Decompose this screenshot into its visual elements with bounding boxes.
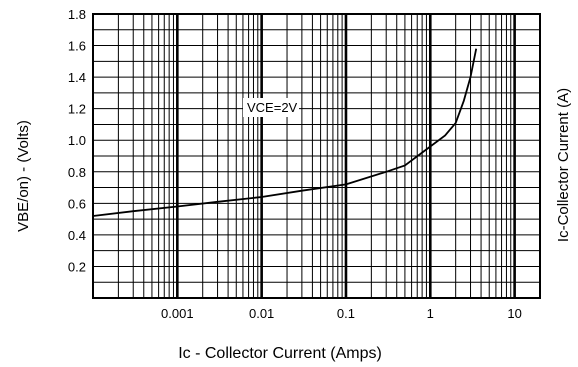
annotation-box: VCE=2V xyxy=(243,98,299,117)
y-tick-label: 1.8 xyxy=(68,7,86,22)
y-axis-label: VBE/on) - (Volts) xyxy=(15,120,32,232)
y-tick-label: 0.6 xyxy=(68,196,86,211)
y-tick-label: 0.8 xyxy=(68,165,86,180)
vbe-curve xyxy=(92,48,478,217)
x-tick-label: 0.01 xyxy=(249,306,274,321)
x-tick-label: 0.001 xyxy=(161,306,194,321)
annotation-vce: VCE=2V xyxy=(247,100,298,115)
x-axis-label: Ic - Collector Current (Amps) xyxy=(178,345,382,362)
y-tick-label: 1.6 xyxy=(68,39,86,54)
y-tick-label: 0.4 xyxy=(68,228,86,243)
plot-frame xyxy=(92,13,541,299)
grid-layer xyxy=(93,14,540,298)
y-tick-label: 1.2 xyxy=(68,102,86,117)
x-tick-label: 0.1 xyxy=(337,306,355,321)
x-tick-label: 1 xyxy=(427,306,434,321)
annotation-background xyxy=(243,98,299,117)
x-tick-labels: 0.001 0.01 0.1 1 10 xyxy=(161,306,522,321)
y-tick-label: 0.2 xyxy=(68,259,86,274)
y-tick-labels: 0.2 0.4 0.6 0.8 1.0 1.2 1.4 1.6 1.8 xyxy=(68,7,86,274)
y-tick-label: 1.4 xyxy=(68,70,86,85)
x-tick-label: 10 xyxy=(507,306,521,321)
right-axis-label: Ic-Collector Current (A) xyxy=(555,88,572,242)
y-tick-label: 1.0 xyxy=(68,133,86,148)
